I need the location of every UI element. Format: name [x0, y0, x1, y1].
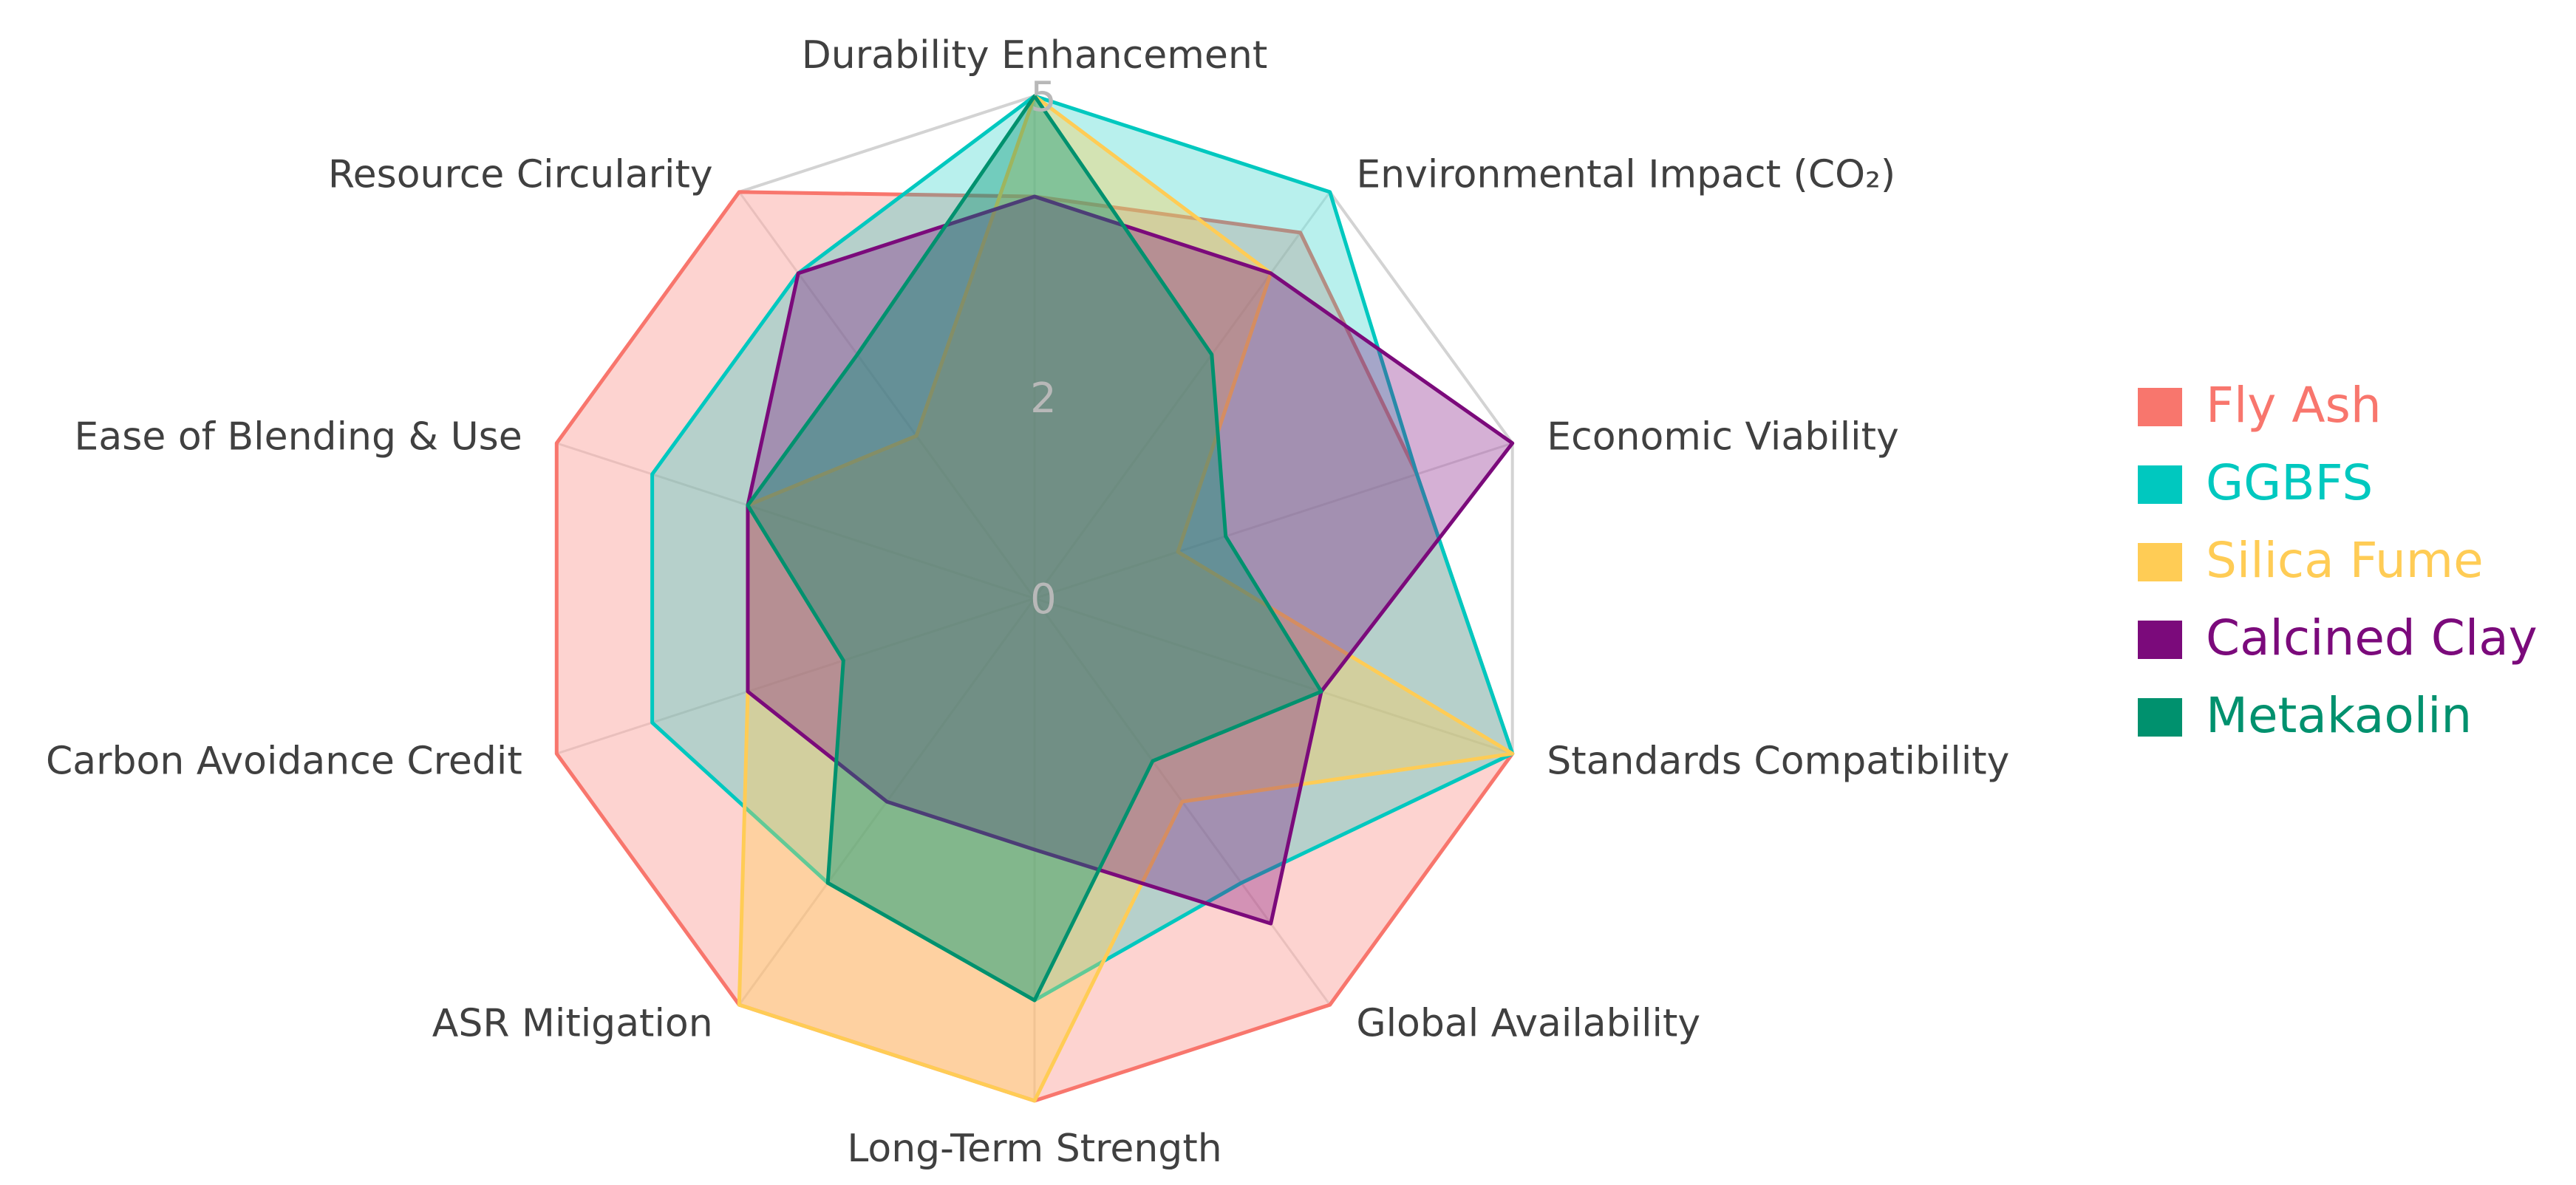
legend-swatch-silica-fume [2138, 543, 2182, 581]
axis-label-standards-compatibility: Standards Compatibility [1547, 739, 2009, 783]
legend-label-metakaolin: Metakaolin [2206, 687, 2472, 744]
series-silica-fume [737, 94, 1515, 1103]
legend-label-calcined-clay: Calcined Clay [2206, 609, 2538, 666]
axis-labels: Durability Enhancement Environmental Impa… [46, 33, 2009, 1171]
legend: Fly Ash GGBFS Silica Fume Calcined Clay Meta… [2138, 377, 2538, 744]
axis-label-asr-mitigation: ASR Mitigation [432, 1001, 713, 1045]
axis-label-carbon-avoidance-credit: Carbon Avoidance Credit [46, 739, 522, 783]
tick-label-2: 2 [1030, 375, 1057, 423]
axis-label-resource-circularity: Resource Circularity [328, 153, 713, 197]
tick-label-0: 0 [1030, 576, 1057, 624]
series-metakaolin [746, 94, 1323, 1003]
grid-spoke-environmental-impact-co [1033, 191, 1331, 599]
series-calcined-clay [746, 194, 1515, 926]
legend-label-ggbfs: GGBFS [2206, 454, 2373, 511]
legend-label-silica-fume: Silica Fume [2206, 532, 2484, 589]
legend-swatch-ggbfs [2138, 465, 2182, 504]
legend-swatch-calcined-clay [2138, 621, 2182, 659]
radar-series [554, 94, 1515, 1103]
grid-spoke-ease-of-blending-use [556, 442, 1035, 600]
tick-label-5: 5 [1030, 73, 1057, 121]
axis-label-economic-viability: Economic Viability [1547, 415, 1899, 460]
legend-swatch-fly-ash [2138, 388, 2182, 426]
grid-spoke-economic-viability [1034, 442, 1513, 600]
axis-label-environmental-impact-co: Environmental Impact (CO₂) [1356, 153, 1895, 197]
axis-label-long-term-strength: Long-Term Strength [847, 1127, 1221, 1171]
grid-spoke-standards-compatibility [1034, 597, 1513, 755]
grid-spoke-carbon-avoidance-credit [556, 597, 1035, 755]
axis-label-global-availability: Global Availability [1356, 1001, 1700, 1045]
axis-label-ease-of-blending-use: Ease of Blending & Use [75, 415, 522, 460]
axis-label-durability-enhancement: Durability Enhancement [802, 33, 1267, 78]
grid-spoke-resource-circularity [738, 191, 1036, 599]
legend-swatch-metakaolin [2138, 698, 2182, 737]
radar-ticks: 0 2 5 [1030, 73, 1057, 624]
legend-label-fly-ash: Fly Ash [2206, 377, 2382, 434]
